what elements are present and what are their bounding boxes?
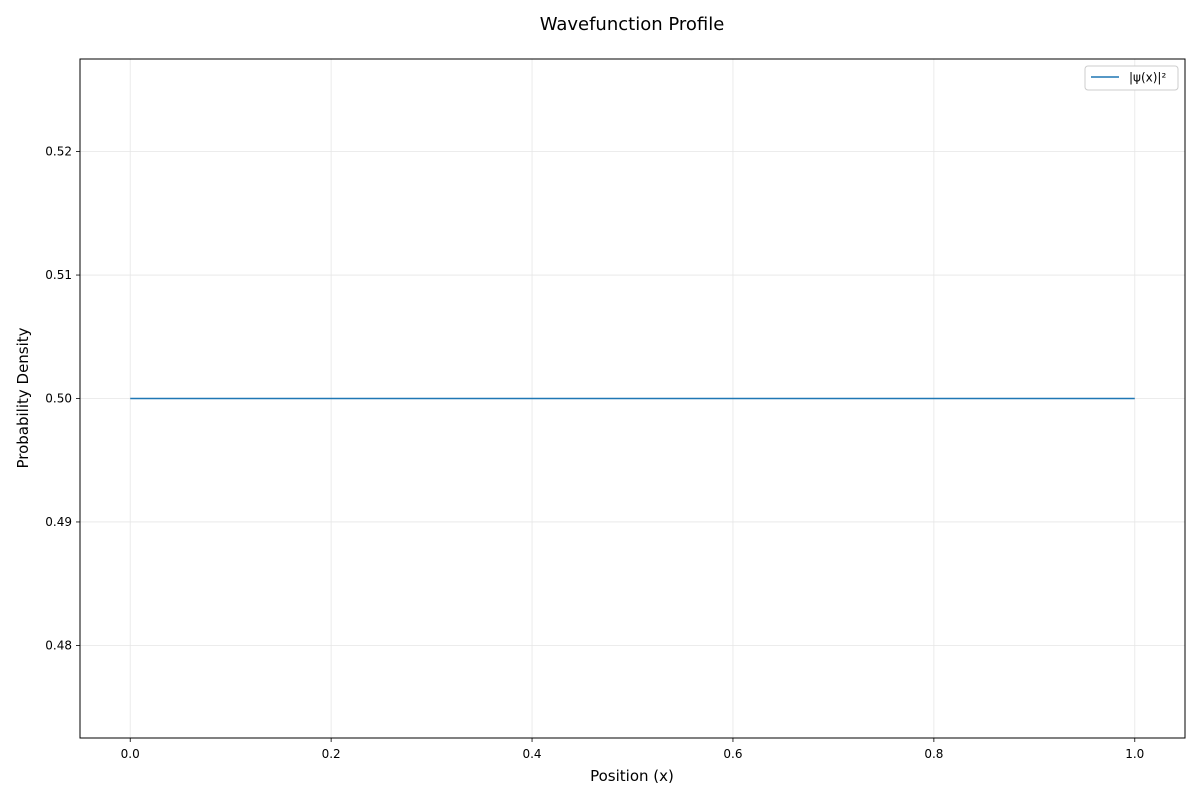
chart-title: Wavefunction Profile [540,14,725,35]
x-axis-ticks: 0.0 0.2 0.4 0.6 0.8 1.0 [121,738,1144,761]
y-tick-label: 0.50 [45,392,72,406]
y-tick-label: 0.49 [45,515,72,529]
y-axis-ticks: 0.48 0.49 0.50 0.51 0.52 [45,145,80,652]
x-axis-title: Position (x) [590,767,674,785]
legend-series-label: |ψ(x)|² [1129,71,1166,85]
y-tick-label: 0.52 [45,145,72,159]
legend: |ψ(x)|² [1084,65,1179,91]
y-axis-title: Probability Density [14,327,32,468]
x-tick-label: 1.0 [1125,747,1144,761]
x-tick-label: 0.4 [522,747,541,761]
x-tick-label: 0.6 [723,747,742,761]
y-tick-label: 0.48 [45,638,72,652]
y-tick-label: 0.51 [45,268,72,282]
x-tick-label: 0.8 [924,747,943,761]
x-tick-label: 0.0 [121,747,140,761]
legend-box [1084,65,1179,91]
x-tick-label: 0.2 [322,747,341,761]
